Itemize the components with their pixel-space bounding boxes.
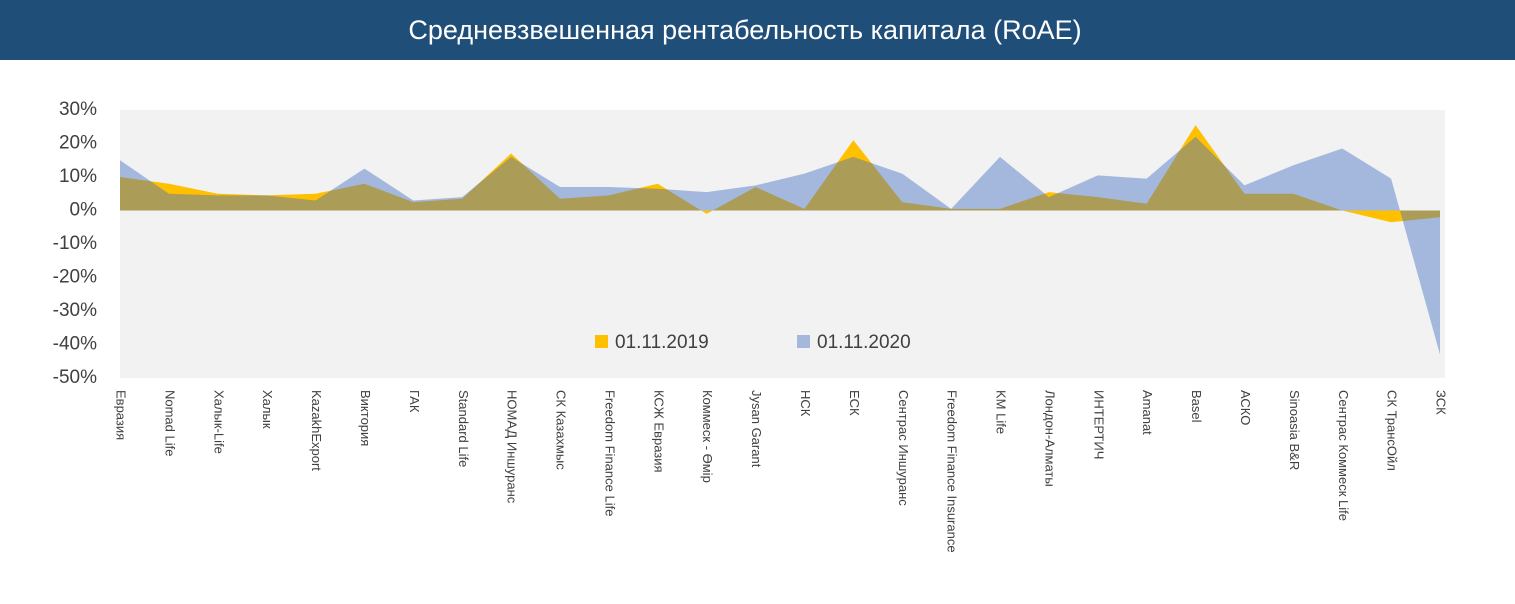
y-tick-label: -10% — [53, 233, 97, 254]
y-tick-label: 20% — [59, 133, 97, 154]
x-tick-label: СК Казахмыс — [554, 390, 569, 470]
x-tick-label: Basel — [1189, 390, 1204, 423]
x-tick-label: Сентрас Иншуранс — [896, 390, 911, 506]
x-tick-label: Jysan Garant — [749, 390, 764, 468]
y-tick-label: -30% — [53, 300, 97, 321]
area — [120, 136, 1440, 355]
x-tick-label: АСКО — [1238, 390, 1253, 425]
y-tick-label: 10% — [59, 166, 97, 187]
x-tick-label: Коммеск - Өмір — [700, 390, 715, 483]
legend-swatch — [797, 335, 810, 348]
x-tick-label: Sinoasia B&R — [1287, 390, 1302, 470]
x-tick-label: KazakhExport — [309, 390, 324, 471]
x-tick-label: Лондон-Алматы — [1042, 390, 1057, 487]
y-tick-label: -50% — [53, 367, 97, 388]
x-tick-label: Nomad Life — [162, 390, 177, 456]
y-tick-label: 30% — [59, 99, 97, 120]
legend-label: 01.11.2020 — [817, 332, 911, 353]
legend-swatch — [595, 335, 608, 348]
legend-label: 01.11.2019 — [615, 332, 709, 353]
x-tick-label: Amanat — [1140, 390, 1155, 435]
plot-area — [120, 110, 1445, 378]
x-tick-label: ЕСК — [847, 390, 862, 416]
x-tick-label: Freedom Finance Insurance — [945, 390, 960, 553]
x-tick-label: НОМАД Иншуранс — [505, 390, 520, 504]
x-tick-label: ЗСК — [1434, 390, 1449, 415]
x-tick-label: КСЖ Евразия — [651, 390, 666, 473]
x-tick-label: KM Life — [994, 390, 1009, 434]
x-tick-label: ГАК — [407, 390, 422, 413]
x-tick-label: Халык-Life — [211, 390, 226, 454]
y-tick-label: 0% — [70, 200, 98, 221]
area — [120, 125, 1440, 223]
x-tick-label: Standard Life — [456, 390, 471, 467]
x-tick-label: ИНТЕРТИЧ — [1091, 390, 1106, 459]
y-tick-label: -40% — [53, 334, 97, 355]
title-bar — [0, 0, 1515, 60]
x-tick-label: СК ТрансОйл — [1385, 390, 1400, 471]
y-tick-label: -20% — [53, 267, 97, 288]
x-tick-label: НСК — [798, 390, 813, 417]
x-tick-label: Виктория — [358, 390, 373, 446]
x-tick-label: Халык — [260, 390, 275, 429]
x-tick-label: Евразия — [114, 390, 129, 440]
chart-title: Средневзвешенная рентабельность капитала… — [408, 15, 1081, 45]
x-tick-label: Сентрас Коммеск Life — [1336, 390, 1351, 521]
x-tick-label: Freedom Finance Life — [602, 390, 617, 516]
